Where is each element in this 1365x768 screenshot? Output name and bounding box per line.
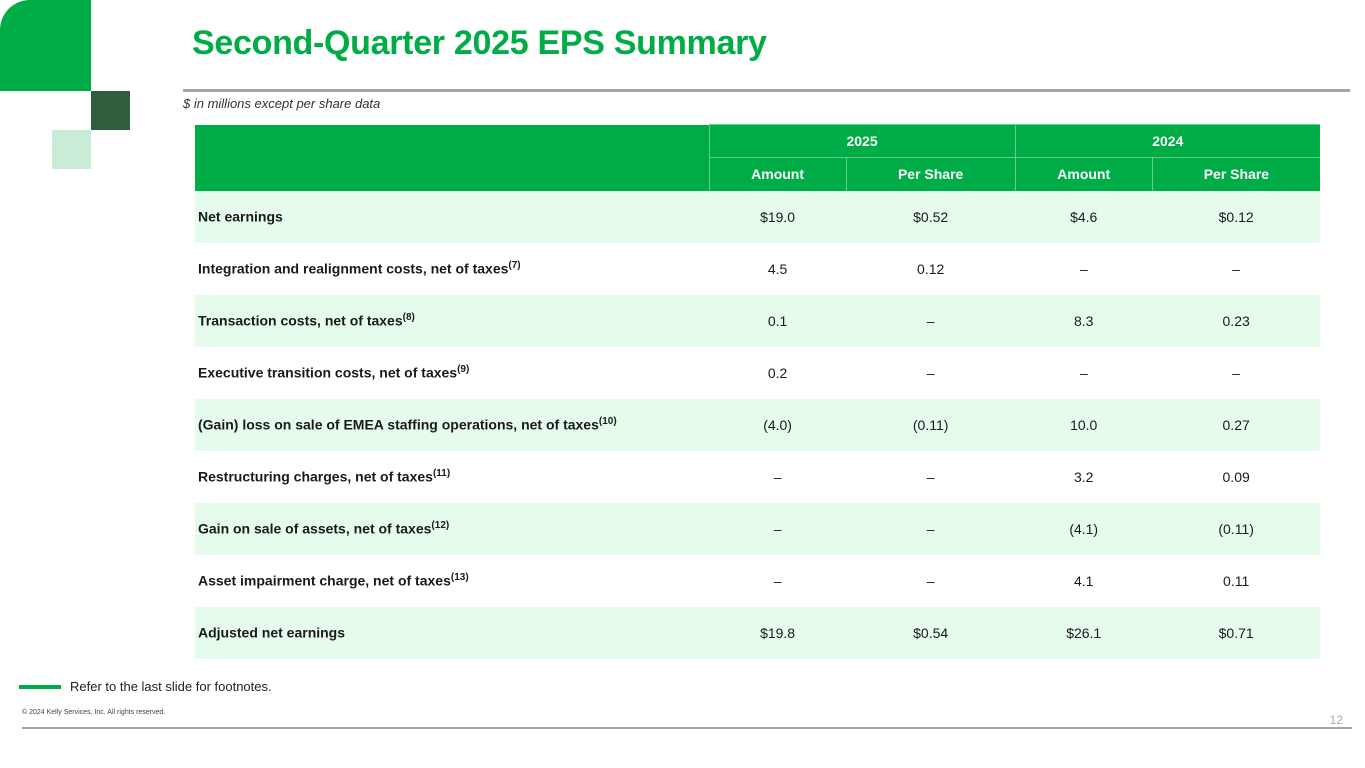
logo-decoration-square — [91, 91, 130, 130]
footer-divider — [22, 727, 1352, 729]
row-label: Integration and realignment costs, net o… — [195, 243, 709, 295]
column-header: Per Share — [1151, 157, 1320, 191]
table-row: Gain on sale of assets, net of taxes(12)… — [195, 502, 1320, 555]
cell-value: – — [846, 294, 1016, 347]
footnote-text: Refer to the last slide for footnotes. — [70, 679, 272, 694]
cell-value: (4.1) — [1015, 502, 1153, 555]
year-header: 2024 — [1014, 124, 1320, 158]
page-title: Second-Quarter 2025 EPS Summary — [192, 24, 767, 62]
row-label-text: Integration and realignment costs, net o… — [198, 260, 509, 277]
cell-value: 0.11 — [1223, 572, 1250, 589]
cell-value: $19.8 — [709, 606, 847, 659]
table-row: Restructuring charges, net of taxes(11) –… — [195, 451, 1320, 503]
table-row: Executive transition costs, net of taxes… — [195, 347, 1320, 399]
row-label: (Gain) loss on sale of EMEA staffing ope… — [195, 398, 709, 451]
column-header: Per Share — [845, 157, 1016, 191]
cell-value: – — [1232, 260, 1241, 277]
cell-value: – — [709, 502, 847, 555]
eps-summary-table: 2025 2024 Amount Per Share Amount Per Sh… — [195, 124, 1320, 659]
row-label: Executive transition costs, net of taxes… — [195, 347, 709, 399]
table-row: Transaction costs, net of taxes(8) 0.1–8.… — [195, 294, 1320, 347]
cell-value: – — [926, 364, 935, 381]
subtitle: $ in millions except per share data — [183, 96, 381, 111]
cell-value: 0.1 — [709, 294, 847, 347]
footnote-ref: (13) — [450, 572, 469, 584]
cell-value: 10.0 — [1015, 398, 1153, 451]
footnote-ref: (10) — [598, 416, 617, 428]
cell-value: 0.2 — [767, 364, 788, 381]
cell-value: $0.54 — [846, 606, 1016, 659]
logo-decoration-square — [52, 130, 91, 169]
table-row: Integration and realignment costs, net o… — [195, 243, 1320, 295]
row-label: Adjusted net earnings — [195, 606, 709, 659]
footnote-accent-bar — [19, 685, 61, 689]
year-header: 2025 — [708, 124, 1016, 158]
footnote-ref: (9) — [457, 364, 470, 376]
year-header-row: 2025 2024 — [195, 124, 1320, 191]
cell-value: $26.1 — [1015, 606, 1153, 659]
cell-value: $0.12 — [1152, 190, 1320, 243]
row-label-text: Asset impairment charge, net of taxes — [198, 572, 451, 589]
cell-value: $4.6 — [1015, 190, 1153, 243]
row-label-text: Adjusted net earnings — [198, 624, 346, 641]
cell-value: 0.12 — [917, 260, 945, 277]
logo-decoration-square — [0, 0, 91, 91]
cell-value: (0.11) — [1152, 502, 1320, 555]
cell-value: – — [846, 502, 1016, 555]
cell-value: – — [926, 468, 935, 485]
footnote-ref: (11) — [432, 468, 451, 480]
cell-value: 3.2 — [1073, 468, 1094, 485]
row-label-text: Executive transition costs, net of taxes — [198, 364, 458, 381]
row-label-text: (Gain) loss on sale of EMEA staffing ope… — [198, 416, 599, 433]
row-label-text: Transaction costs, net of taxes — [198, 312, 403, 329]
row-label: Restructuring charges, net of taxes(11) — [195, 451, 709, 503]
cell-value: – — [773, 468, 782, 485]
row-label: Net earnings — [195, 190, 709, 243]
cell-value: – — [1079, 260, 1088, 277]
cell-value: 4.1 — [1073, 572, 1094, 589]
footnote-ref: (12) — [431, 520, 450, 532]
row-label: Transaction costs, net of taxes(8) — [195, 294, 709, 347]
title-divider — [183, 89, 1350, 92]
table-row: Asset impairment charge, net of taxes(13… — [195, 555, 1320, 607]
cell-value: – — [1079, 364, 1088, 381]
row-label-text: Gain on sale of assets, net of taxes — [198, 520, 432, 537]
blank-header — [195, 124, 709, 191]
cell-value: – — [926, 572, 935, 589]
row-label-text: Restructuring charges, net of taxes — [198, 468, 433, 485]
table-row: (Gain) loss on sale of EMEA staffing ope… — [195, 398, 1320, 451]
column-header: Amount — [708, 157, 847, 191]
footnote-ref: (8) — [402, 312, 415, 324]
cell-value: (4.0) — [709, 398, 847, 451]
column-header: Amount — [1014, 157, 1153, 191]
cell-value: – — [1232, 364, 1241, 381]
row-label: Gain on sale of assets, net of taxes(12) — [195, 502, 709, 555]
cell-value: 8.3 — [1015, 294, 1153, 347]
row-label: Asset impairment charge, net of taxes(13… — [195, 555, 709, 607]
copyright: © 2024 Kelly Services, Inc. All rights r… — [22, 709, 166, 716]
cell-value: $0.52 — [846, 190, 1016, 243]
cell-value: (0.11) — [846, 398, 1016, 451]
table-row: Adjusted net earnings $19.8 $0.54 $26.1 $0.7… — [195, 606, 1320, 659]
cell-value: $19.0 — [709, 190, 847, 243]
cell-value: 4.5 — [767, 260, 788, 277]
footnote-ref: (7) — [508, 260, 521, 272]
cell-value: – — [773, 572, 782, 589]
row-label-text: Net earnings — [198, 208, 283, 225]
cell-value: 0.09 — [1222, 468, 1250, 485]
cell-value: 0.23 — [1152, 294, 1320, 347]
subheader-row: Amount Per Share Amount Per Share — [195, 157, 1320, 191]
page-number: 12 — [1329, 713, 1343, 727]
table-row: Net earnings $19.0 $0.52 $4.6 $0.12 — [195, 190, 1320, 243]
cell-value: $0.71 — [1152, 606, 1320, 659]
cell-value: 0.27 — [1152, 398, 1320, 451]
